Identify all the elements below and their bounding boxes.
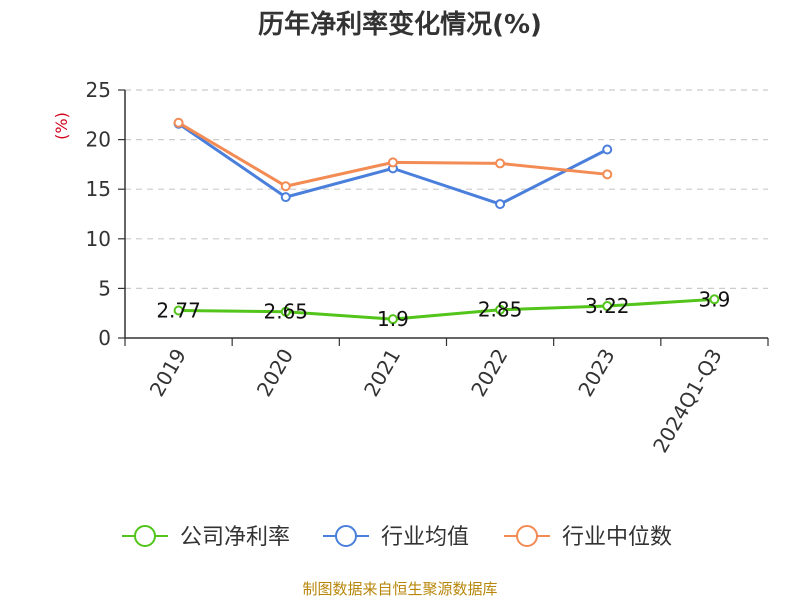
data-point	[173, 117, 184, 128]
series-lines	[173, 117, 720, 325]
legend-label: 行业均值	[381, 525, 469, 550]
y-axis-title: (%)	[52, 112, 71, 140]
legend-label: 公司净利率	[180, 525, 290, 550]
x-tick-label: 2023	[573, 345, 619, 401]
data-point	[709, 294, 720, 305]
data-point	[387, 157, 398, 168]
x-tick-label: 2021	[359, 345, 405, 401]
series-line	[178, 297, 715, 321]
x-tick-label: 2022	[466, 345, 512, 401]
data-point	[495, 304, 506, 315]
x-tick-label: 2020	[252, 345, 298, 401]
legend-marker	[516, 525, 538, 547]
data-labels: 2.77 2.65 1.9 2.85 3.22 3.9	[156, 287, 730, 331]
data-label: 3.9	[699, 287, 731, 311]
data-point	[602, 301, 613, 312]
data-point	[280, 181, 291, 192]
legend-marker	[134, 525, 156, 547]
data-point	[387, 314, 398, 325]
y-tick-label: 0	[98, 326, 111, 350]
x-tick-label: 2024Q1-Q3	[648, 345, 727, 457]
data-point	[280, 306, 291, 317]
data-point	[495, 158, 506, 169]
data-point	[280, 192, 291, 203]
chart-title: 历年净利率变化情况(%)	[258, 10, 542, 40]
data-label: 3.22	[585, 294, 630, 318]
axes: 0 5 10 15 20 25 (%) 2019 2020 2021 2022 2023 2024Q1-…	[52, 78, 769, 457]
y-tick-label: 5	[98, 276, 111, 300]
grid-lines	[125, 89, 768, 289]
series-line	[177, 121, 608, 188]
data-point	[173, 305, 184, 316]
legend-label: 行业中位数	[562, 525, 672, 550]
data-label: 2.85	[478, 298, 523, 322]
data-label: 2.65	[263, 300, 308, 324]
data-label: 2.77	[156, 299, 201, 323]
data-point	[602, 144, 613, 155]
y-tick-label: 10	[86, 227, 111, 251]
data-label: 1.9	[377, 307, 409, 331]
y-tick-label: 20	[86, 128, 111, 152]
y-tick-label: 25	[86, 78, 111, 102]
legend: 公司净利率 行业均值 行业中位数	[122, 525, 672, 550]
x-tick-label: 2019	[145, 345, 191, 401]
y-tick-label: 15	[86, 177, 111, 201]
source-note: 制图数据来自恒生聚源数据库	[302, 580, 498, 598]
data-point	[495, 199, 506, 210]
legend-marker	[335, 525, 357, 547]
data-point	[602, 169, 613, 180]
